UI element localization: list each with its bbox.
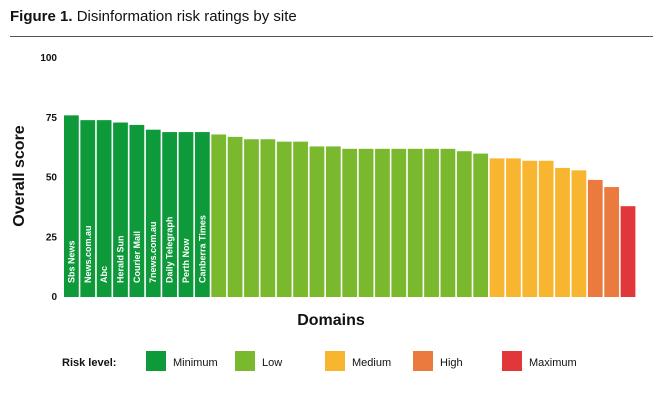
- bar-label: Sbs News: [66, 240, 76, 283]
- bar-label: Canberra Times: [197, 215, 207, 283]
- bar: [227, 136, 243, 297]
- legend-label-high: High: [440, 357, 463, 369]
- bar: [293, 141, 308, 297]
- y-axis-ticks: 0 25 50 75 100: [40, 53, 57, 303]
- legend-label-low: Low: [262, 357, 282, 369]
- bar: [358, 148, 374, 297]
- bar: [342, 148, 358, 297]
- bar: [162, 132, 177, 297]
- bar: [375, 148, 390, 297]
- bar: [587, 179, 603, 297]
- bar: [407, 148, 423, 297]
- bar-label: Abc: [99, 266, 109, 283]
- figure-title-text: Disinformation risk ratings by site: [76, 8, 297, 25]
- bar: [506, 158, 521, 297]
- legend-swatch-minimum: [146, 351, 166, 371]
- bar: [129, 124, 145, 297]
- bar: [309, 146, 325, 297]
- bars: [64, 115, 636, 297]
- bar-label: Perth Now: [181, 237, 191, 283]
- bar-label: Courier Mail: [132, 231, 142, 283]
- bar: [604, 187, 620, 297]
- bar: [440, 148, 456, 297]
- bar-labels: Sbs News News.com.au Abc Herald Sun Courier …: [66, 215, 207, 283]
- legend-label-medium: Medium: [352, 357, 391, 369]
- y-tick-label: 75: [46, 113, 58, 124]
- bar: [473, 153, 489, 297]
- bar-label: Herald Sun: [116, 235, 126, 283]
- bar-label: News.com.au: [83, 225, 93, 283]
- bar: [64, 115, 79, 297]
- legend-swatch-low: [235, 351, 255, 371]
- legend-swatch-medium: [325, 351, 345, 371]
- bar: [80, 120, 96, 297]
- bar: [96, 120, 112, 297]
- bar: [276, 141, 292, 297]
- bar: [620, 206, 636, 297]
- bar: [211, 134, 227, 297]
- y-tick-label: 25: [46, 232, 58, 243]
- bar: [456, 151, 472, 297]
- x-axis-title: Domains: [297, 312, 365, 329]
- bar-label: Daily Telegraph: [165, 217, 175, 283]
- legend-title: Risk level:: [62, 357, 116, 369]
- bar: [489, 158, 505, 297]
- y-tick-label: 0: [51, 292, 57, 303]
- figure-label: Figure 1.: [10, 8, 73, 25]
- bar: [113, 122, 128, 297]
- figure-title: Figure 1. Disinformation risk ratings by…: [10, 8, 297, 25]
- legend-label-minimum: Minimum: [173, 357, 218, 369]
- bar-label: 7news.com.au: [148, 221, 158, 283]
- y-axis-title: Overall score: [11, 125, 28, 227]
- legend: Risk level: Minimum Low Medium High Maximum: [62, 351, 577, 371]
- bar: [571, 170, 587, 297]
- bar: [424, 148, 439, 297]
- legend-swatch-high: [413, 351, 433, 371]
- bar: [538, 160, 554, 297]
- title-divider: [10, 36, 653, 37]
- y-tick-label: 100: [40, 53, 57, 64]
- bar: [145, 129, 161, 297]
- bar: [260, 139, 276, 297]
- bar: [522, 160, 538, 297]
- bar: [194, 132, 210, 297]
- bar: [244, 139, 259, 297]
- bar: [325, 146, 341, 297]
- legend-label-maximum: Maximum: [529, 357, 577, 369]
- bar: [391, 148, 407, 297]
- y-tick-label: 50: [46, 173, 58, 184]
- bar: [178, 132, 194, 297]
- legend-swatch-maximum: [502, 351, 522, 371]
- bar: [555, 167, 570, 297]
